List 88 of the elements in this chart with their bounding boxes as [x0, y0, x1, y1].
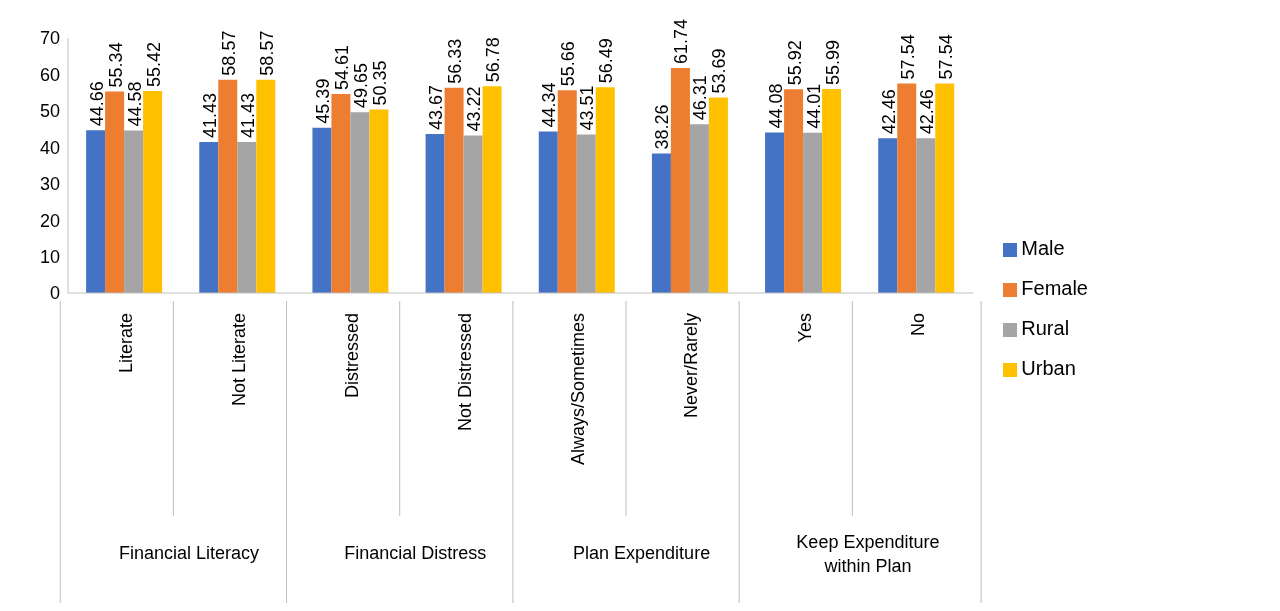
bar — [331, 94, 351, 293]
data-label: 58.57 — [218, 30, 239, 76]
data-label: 55.92 — [784, 40, 805, 86]
x-tick-label: Literate — [115, 313, 136, 374]
bar — [143, 91, 163, 293]
data-label: 57.54 — [897, 34, 918, 80]
bar — [237, 142, 257, 293]
data-label: 45.39 — [312, 78, 333, 124]
bar — [878, 138, 898, 293]
x-tick-label: Distressed — [341, 313, 362, 399]
y-tick-label: 20 — [39, 210, 60, 231]
bar — [689, 124, 709, 293]
legend-label: Urban — [1021, 357, 1076, 379]
y-tick-label: 30 — [39, 174, 60, 195]
bar — [86, 130, 106, 293]
y-tick-label: 60 — [39, 64, 60, 85]
data-label: 55.34 — [105, 42, 126, 88]
data-label: 44.66 — [86, 81, 107, 127]
bar — [595, 87, 615, 293]
bar — [822, 89, 842, 293]
data-label: 42.46 — [916, 89, 937, 135]
data-label: 53.69 — [709, 48, 730, 94]
data-label: 44.34 — [539, 82, 560, 128]
data-label: 56.49 — [596, 38, 617, 84]
data-label: 55.42 — [143, 42, 164, 88]
data-label: 56.33 — [445, 38, 466, 84]
data-label: 42.46 — [878, 89, 899, 135]
data-label: 44.58 — [124, 81, 145, 127]
legend-label: Male — [1021, 237, 1065, 259]
bar — [199, 142, 219, 293]
y-tick-label: 40 — [39, 137, 60, 158]
x-tick-label: Not Literate — [228, 313, 249, 407]
bar — [124, 130, 144, 293]
data-label: 61.74 — [671, 19, 692, 65]
data-label: 43.51 — [577, 85, 598, 131]
bar — [463, 135, 483, 293]
data-label: 43.22 — [464, 86, 485, 132]
bar — [576, 134, 596, 293]
text: Keep Expenditure within Plan — [796, 532, 940, 576]
text: Plan Expenditure — [573, 543, 711, 563]
x-tick-label: Always/Sometimes — [568, 313, 589, 466]
bar — [482, 86, 502, 293]
bar — [708, 97, 728, 293]
text: Financial Distress — [344, 543, 487, 563]
bar — [765, 132, 785, 293]
data-label: 44.08 — [765, 83, 786, 129]
data-label: 57.54 — [935, 34, 956, 80]
bar — [218, 79, 238, 293]
bar — [444, 87, 464, 293]
y-tick-label: 10 — [39, 246, 60, 267]
bar — [670, 68, 690, 293]
data-label: 56.78 — [483, 37, 504, 83]
y-tick-label: 0 — [49, 283, 60, 304]
data-label: 50.35 — [369, 60, 390, 106]
bar — [425, 133, 445, 293]
data-label: 38.26 — [652, 104, 673, 150]
data-label: 46.31 — [690, 75, 711, 121]
bar — [916, 138, 936, 293]
bar — [897, 83, 917, 293]
data-label: 41.43 — [237, 93, 258, 139]
x-tick-label: Never/Rarely — [681, 313, 702, 419]
y-tick-label: 50 — [39, 101, 60, 122]
data-label: 58.57 — [256, 30, 277, 76]
x-tick-label: No — [907, 313, 928, 337]
bar — [369, 109, 389, 293]
data-label: 43.67 — [426, 84, 447, 130]
bar — [105, 91, 125, 293]
x-tick-label: Not Distressed — [455, 313, 476, 432]
data-label: 41.43 — [199, 93, 220, 139]
bar — [350, 112, 370, 293]
bar — [256, 79, 276, 293]
text: Financial Literacy — [118, 543, 259, 563]
x-tick-label: Yes — [794, 313, 815, 343]
legend-label: Rural — [1021, 317, 1070, 339]
bar — [557, 90, 577, 293]
bar — [538, 131, 558, 293]
data-label: 44.01 — [803, 83, 824, 129]
data-label: 55.99 — [822, 39, 843, 86]
bar — [784, 89, 804, 293]
legend-label: Female — [1021, 277, 1088, 299]
bar — [935, 83, 955, 293]
data-label: 54.61 — [331, 45, 352, 91]
data-label: 55.66 — [558, 41, 579, 87]
bar — [312, 127, 332, 293]
bar — [651, 153, 671, 293]
bar — [803, 132, 823, 293]
data-label: 49.65 — [350, 63, 371, 109]
y-tick-label: 70 — [39, 28, 60, 49]
